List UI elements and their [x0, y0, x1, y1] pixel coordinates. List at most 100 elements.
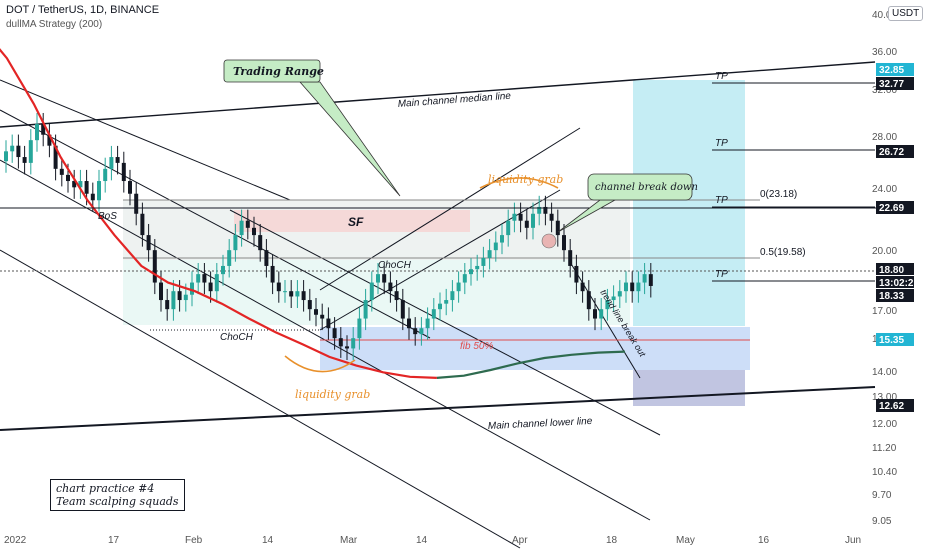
y-tick-label: 28.00: [872, 132, 897, 143]
y-tick-label: 13.00: [872, 392, 897, 403]
candle-body: [376, 274, 380, 283]
candle-body: [214, 274, 219, 292]
stop-zone: [633, 370, 745, 406]
main-channel-lower-line: [0, 386, 876, 431]
candle-body: [307, 300, 312, 310]
candle-body: [531, 213, 535, 228]
price-tag-label: 26.72: [879, 147, 904, 158]
candle-body: [617, 291, 622, 297]
candle-body: [562, 235, 566, 251]
candle-body: [419, 328, 424, 335]
strategy-label: dullMA Strategy (200): [6, 19, 103, 30]
main-channel-median-line: [0, 61, 876, 128]
candle-body: [630, 282, 635, 292]
candle-body: [555, 220, 560, 236]
candle-body: [78, 181, 83, 188]
price-tag-label: 18.80: [879, 265, 904, 276]
candle-body: [320, 314, 325, 319]
candle-body: [636, 282, 641, 292]
candle-body: [183, 294, 188, 301]
candle-body: [642, 274, 647, 283]
candle-body: [16, 145, 21, 158]
choch-mid-label: ChoCH: [378, 260, 412, 271]
candle-body: [59, 168, 64, 175]
candle-body: [363, 300, 368, 319]
candle-body: [10, 145, 15, 152]
candle-body: [53, 145, 58, 169]
candle-body: [35, 124, 39, 141]
currency-button[interactable]: USDT: [888, 6, 924, 21]
candle-body: [444, 300, 449, 304]
channel-mid-line: [0, 109, 431, 339]
candle-body: [245, 220, 250, 228]
liquidity-grab-label-top: liquidity grab: [488, 173, 563, 186]
trend-line-break-out: [569, 261, 641, 379]
price-tag-label: 22.69: [879, 203, 904, 214]
candle-body: [140, 213, 145, 236]
candle-body: [72, 181, 77, 188]
candle-body: [326, 318, 331, 329]
candle-body: [450, 291, 455, 301]
price-tag-bg: [876, 276, 914, 288]
candle-body: [549, 213, 554, 221]
candle-body: [233, 235, 238, 251]
x-tick-label: Apr: [512, 535, 528, 546]
choch-low-label: ChoCH: [220, 332, 254, 343]
candle-body: [481, 257, 486, 266]
candle-body: [332, 328, 337, 339]
candle-body: [196, 274, 201, 283]
price-tag-label: 12.62: [879, 401, 904, 412]
candle-body: [574, 265, 579, 283]
candle-body: [41, 124, 46, 135]
x-tick-label: 2022: [4, 535, 27, 546]
channel-break-callout: [587, 173, 693, 201]
x-tick-label: 18: [606, 535, 618, 546]
candle-body: [221, 265, 225, 275]
candle-body: [121, 162, 126, 182]
candle-body: [47, 134, 52, 146]
y-tick-label: 36.00: [872, 47, 897, 58]
y-tick-label: 9.70: [872, 490, 892, 501]
candle-body: [524, 220, 529, 228]
candle-body: [227, 250, 232, 266]
candle-body: [165, 300, 170, 310]
note-line-2: Team scalping squads: [56, 495, 179, 508]
candle-body: [580, 282, 585, 292]
candle-body: [475, 265, 480, 270]
x-tick-label: Feb: [185, 535, 203, 546]
x-tick-label: Mar: [340, 535, 358, 546]
price-tag-bg: [876, 263, 914, 275]
y-tick-label: 11.20: [872, 443, 897, 454]
candle-body: [456, 282, 461, 292]
price-tag-label: 15.35: [879, 335, 904, 346]
x-tick-label: 16: [758, 535, 770, 546]
candle-body: [146, 235, 151, 251]
candle-body: [345, 346, 349, 349]
candle-body: [289, 291, 294, 297]
y-tick-label: 9.05: [872, 516, 892, 527]
candle-body: [338, 338, 343, 347]
candle-body: [648, 274, 653, 286]
candle-body: [301, 291, 306, 301]
candle-body: [252, 227, 256, 236]
liquidity-grab-arc-bottom: [284, 355, 356, 373]
candle-body: [314, 309, 318, 315]
candle-body: [22, 157, 27, 163]
y-tick-label: 17.00: [872, 306, 897, 317]
candle-body: [97, 181, 101, 201]
candle-body: [586, 291, 591, 310]
candle-body: [388, 282, 393, 292]
candle-body: [537, 206, 542, 214]
price-tag-label: 32.85: [879, 65, 904, 76]
tp-label: TP: [715, 138, 728, 149]
candle-body: [171, 291, 176, 310]
bos-label: BoS: [98, 211, 117, 222]
channel-break-label: channel break down: [595, 182, 698, 193]
candle-body: [208, 282, 213, 292]
symbol-title: DOT / TetherUS, 1D, BINANCE: [6, 4, 160, 16]
candle-body: [66, 174, 70, 182]
x-tick-label: May: [676, 535, 695, 546]
candle-body: [500, 235, 504, 243]
candle-body: [369, 282, 374, 301]
